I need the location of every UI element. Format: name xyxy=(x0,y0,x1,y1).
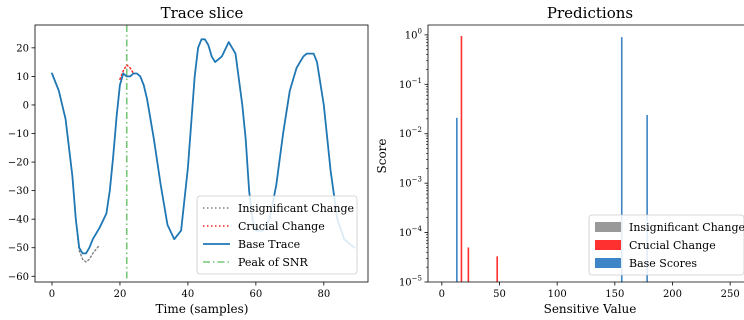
x-tick-label: 100 xyxy=(548,289,567,300)
legend-label: Crucial Change xyxy=(629,239,716,252)
y-tick-label: −40 xyxy=(8,215,29,226)
legend-label: Base Trace xyxy=(238,238,300,251)
right-x-axis-label: Sensitive Value xyxy=(544,302,637,316)
series-line-2 xyxy=(51,38,356,255)
y-tick-label: 10−1 xyxy=(399,77,422,91)
right-x-ticks: 0 50 100 150 200 250 xyxy=(439,282,740,300)
right-legend: Insignificant Change Crucial Change Base S… xyxy=(588,214,744,276)
left-x-axis-label: Time (samples) xyxy=(156,302,249,316)
y-tick-label: 10−5 xyxy=(399,275,422,289)
y-tick-label: 20 xyxy=(16,43,29,54)
left-axes-frame xyxy=(34,24,369,283)
x-tick-label: 80 xyxy=(317,289,330,300)
x-tick-label: 60 xyxy=(250,289,263,300)
bar xyxy=(467,247,470,282)
y-tick-label: 10−2 xyxy=(399,126,422,140)
legend-swatch xyxy=(595,222,621,232)
x-tick-label: 0 xyxy=(439,289,445,300)
left-x-ticks: 0 20 40 60 80 xyxy=(49,282,330,300)
legend-swatch xyxy=(595,240,621,250)
left-y-ticks: −60 −50 −40 −30 −20 −10 0 10 20 xyxy=(8,43,35,283)
bar xyxy=(456,117,458,283)
right-y-ticks: 100 10−1 10−2 10−3 10−4 10−5 xyxy=(399,27,428,289)
y-tick-label: 0 xyxy=(23,100,29,111)
y-tick-label: 100 xyxy=(405,27,422,41)
predictions-panel: Predictions 0 50 100 150 200 250 10010−110−21… xyxy=(375,4,744,316)
y-tick-label: −50 xyxy=(8,243,29,254)
series-line-0 xyxy=(51,72,101,263)
x-tick-label: 0 xyxy=(49,289,55,300)
x-tick-label: 50 xyxy=(493,289,506,300)
bar xyxy=(460,35,463,283)
legend-label: Peak of SNR xyxy=(238,256,308,269)
legend-box xyxy=(588,214,744,276)
y-tick-label: −60 xyxy=(8,272,29,283)
legend-box xyxy=(196,195,358,275)
bar xyxy=(620,37,623,283)
legend-swatch xyxy=(595,258,621,268)
left-plot-area xyxy=(51,25,356,282)
legend-label: Crucial Change xyxy=(238,220,325,233)
x-tick-label: 200 xyxy=(663,289,682,300)
left-legend: Insignificant Change Crucial Change Base T… xyxy=(196,195,358,275)
x-tick-label: 250 xyxy=(721,289,740,300)
right-plot-area xyxy=(456,35,648,283)
right-y-axis-label: Score xyxy=(375,138,389,173)
y-tick-label: 10−4 xyxy=(399,225,423,239)
x-tick-label: 40 xyxy=(182,289,195,300)
y-tick-label: −10 xyxy=(8,129,29,140)
right-chart-title: Predictions xyxy=(547,4,633,22)
y-tick-label: −30 xyxy=(8,186,29,197)
bar xyxy=(496,256,498,282)
legend-label: Insignificant Change xyxy=(238,202,354,215)
y-tick-label: 10−3 xyxy=(399,176,422,190)
left-chart-title: Trace slice xyxy=(161,4,244,22)
series-line-1 xyxy=(119,64,135,80)
legend-label: Base Scores xyxy=(629,257,697,270)
y-tick-label: −20 xyxy=(8,158,29,169)
legend-label: Insignificant Change xyxy=(629,221,744,234)
x-tick-label: 20 xyxy=(114,289,127,300)
bar xyxy=(646,114,648,282)
x-tick-label: 150 xyxy=(605,289,624,300)
trace-slice-panel: Trace slice 0 20 40 60 80 −60 −50 −40 −30 −20 −10… xyxy=(8,4,369,316)
y-tick-label: 10 xyxy=(16,72,29,83)
